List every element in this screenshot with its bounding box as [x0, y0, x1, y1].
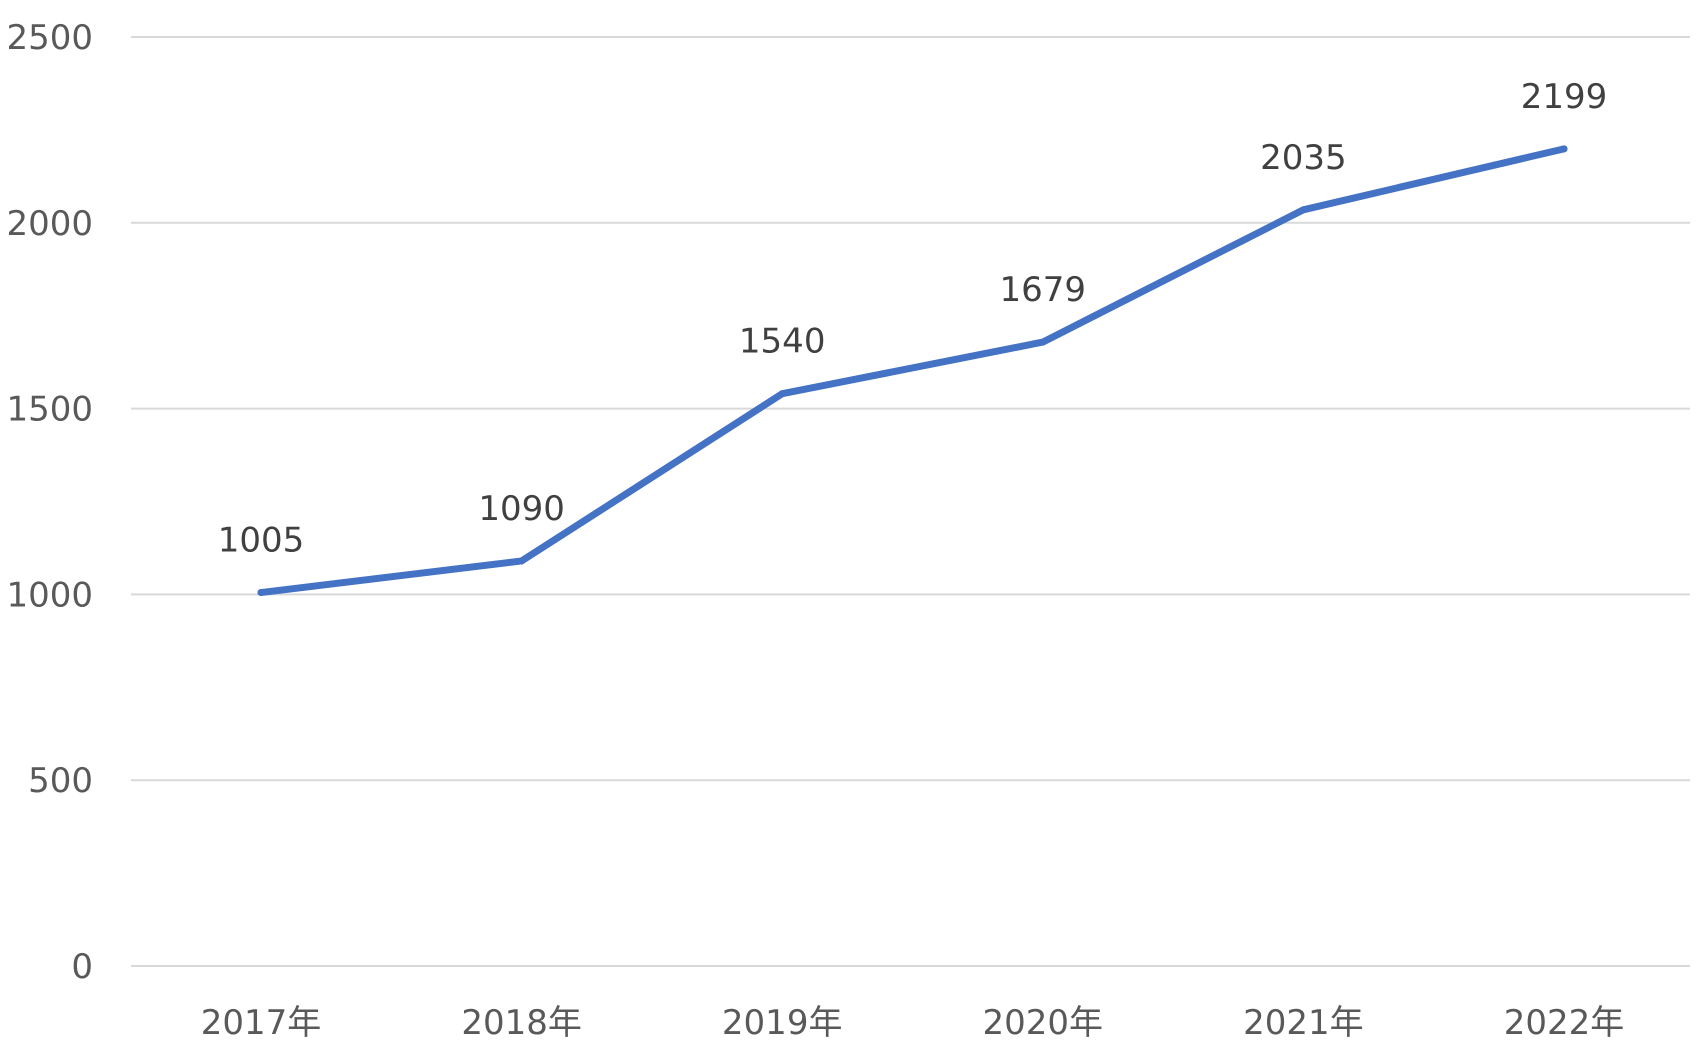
data-point [1039, 338, 1047, 346]
data-label: 1679 [1000, 270, 1087, 310]
data-label: 2035 [1260, 138, 1347, 178]
data-point [518, 557, 526, 565]
y-tick-label: 0 [71, 947, 93, 987]
y-axis-tick-labels: 0 500 1000 1500 2000 2500 [6, 18, 93, 987]
data-point [1299, 206, 1307, 214]
gridlines [131, 36, 1690, 967]
x-axis-tick-labels: 2017年 2018年 2019年 2020年 2021年 2022年 [201, 1003, 1625, 1043]
data-point [1560, 145, 1568, 153]
data-point [778, 390, 786, 398]
x-tick-label: 2017年 [201, 1003, 322, 1043]
x-tick-label: 2022年 [1504, 1003, 1625, 1043]
data-labels: 1005 1090 1540 1679 2035 2199 [218, 77, 1608, 561]
x-tick-label: 2020年 [983, 1003, 1104, 1043]
y-tick-label: 1000 [6, 575, 93, 615]
x-tick-label: 2021年 [1243, 1003, 1364, 1043]
data-label: 1090 [478, 489, 565, 529]
data-label: 1540 [739, 322, 826, 362]
x-tick-label: 2018年 [461, 1003, 582, 1043]
y-tick-label: 1500 [6, 390, 93, 430]
data-label: 2199 [1521, 77, 1608, 117]
x-tick-label: 2019年 [722, 1003, 843, 1043]
data-point [257, 589, 265, 597]
data-label: 1005 [218, 521, 305, 561]
series-line [257, 145, 1568, 597]
y-tick-label: 2500 [6, 18, 93, 58]
y-tick-label: 2000 [6, 204, 93, 244]
series-group [257, 145, 1568, 597]
y-tick-label: 500 [28, 761, 93, 801]
